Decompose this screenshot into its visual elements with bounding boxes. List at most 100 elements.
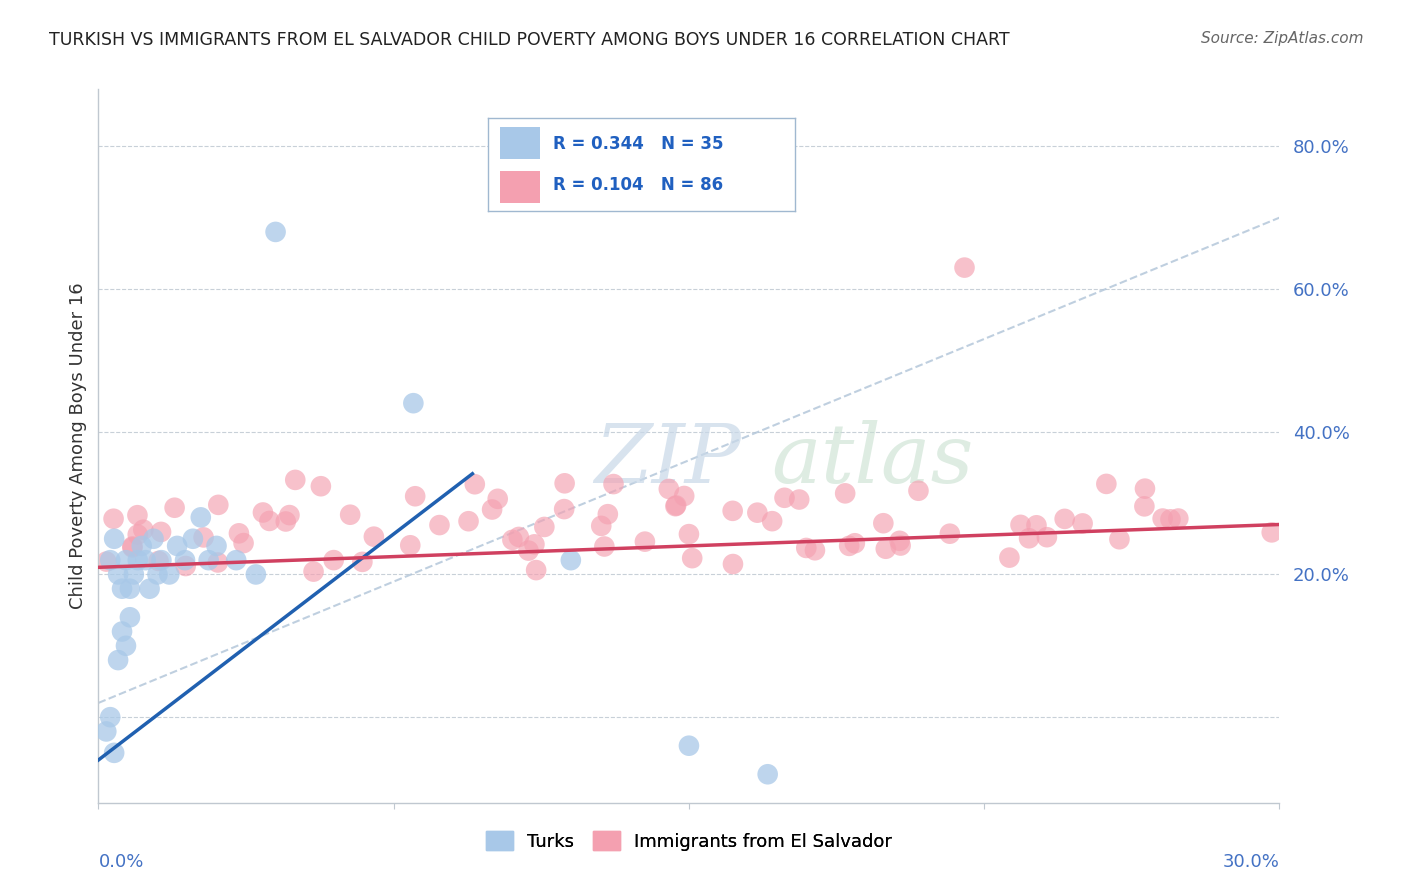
Point (721, 557, 744, 571)
Point (96, 555, 118, 569)
Point (939, 526, 962, 541)
Point (197, 553, 219, 567)
Point (181, 532, 204, 546)
Point (457, 514, 479, 528)
Point (1108, 533, 1130, 547)
Point (302, 565, 325, 579)
Text: atlas: atlas (772, 420, 974, 500)
Point (593, 540, 616, 554)
Point (339, 508, 361, 522)
Point (634, 534, 657, 549)
Point (834, 486, 856, 500)
Point (127, 553, 149, 567)
Point (523, 537, 546, 551)
Point (157, 567, 180, 582)
Point (111, 624, 134, 639)
Point (166, 539, 188, 553)
Point (1159, 512, 1181, 526)
Point (998, 550, 1021, 565)
Point (190, 510, 212, 524)
Point (404, 489, 426, 503)
Point (193, 530, 215, 544)
Point (111, 582, 134, 596)
Point (150, 524, 173, 539)
Point (560, 553, 582, 567)
Point (132, 523, 155, 537)
Point (1133, 482, 1156, 496)
Point (481, 502, 503, 516)
Point (756, 767, 779, 781)
Point (278, 508, 301, 522)
Point (127, 508, 149, 523)
Point (174, 559, 197, 574)
Point (773, 491, 796, 505)
Point (1025, 518, 1047, 533)
Point (553, 502, 575, 516)
Point (264, 225, 287, 239)
Point (259, 514, 281, 528)
Point (658, 482, 681, 496)
Point (174, 553, 197, 567)
Legend: Turks, Immigrants from El Salvador: Turks, Immigrants from El Salvador (478, 824, 900, 858)
Point (591, 519, 613, 533)
Point (602, 477, 624, 491)
Point (872, 516, 894, 531)
Text: 0.0%: 0.0% (98, 853, 143, 871)
Point (121, 540, 143, 554)
Point (486, 491, 509, 506)
Point (838, 539, 860, 553)
Point (1095, 476, 1118, 491)
Point (118, 610, 141, 624)
Point (284, 473, 307, 487)
Point (1053, 512, 1076, 526)
Point (232, 536, 254, 550)
Point (804, 543, 827, 558)
Point (118, 582, 141, 596)
Point (150, 553, 173, 567)
Text: 30.0%: 30.0% (1223, 853, 1279, 871)
Point (1018, 531, 1040, 545)
Point (429, 518, 451, 533)
Point (402, 396, 425, 410)
Point (146, 567, 169, 582)
Point (1133, 500, 1156, 514)
Point (121, 541, 143, 555)
Point (787, 492, 810, 507)
Point (103, 746, 125, 760)
Point (673, 489, 696, 503)
Point (665, 499, 688, 513)
Point (107, 567, 129, 582)
Point (844, 536, 866, 550)
Point (464, 477, 486, 491)
Point (245, 567, 267, 582)
Point (681, 551, 703, 566)
Point (533, 520, 555, 534)
Point (96, 724, 118, 739)
Point (103, 532, 125, 546)
Point (148, 554, 170, 568)
Point (163, 500, 186, 515)
Text: TURKISH VS IMMIGRANTS FROM EL SALVADOR CHILD POVERTY AMONG BOYS UNDER 16 CORRELA: TURKISH VS IMMIGRANTS FROM EL SALVADOR C… (49, 31, 1010, 49)
Point (352, 555, 374, 569)
Point (596, 507, 619, 521)
Point (142, 532, 165, 546)
Point (664, 499, 686, 513)
Point (363, 530, 385, 544)
Point (1036, 530, 1059, 544)
Point (274, 515, 297, 529)
Text: Source: ZipAtlas.com: Source: ZipAtlas.com (1201, 31, 1364, 46)
Point (794, 541, 817, 555)
Point (127, 527, 149, 541)
Point (135, 553, 157, 567)
Point (205, 539, 228, 553)
Point (115, 639, 138, 653)
Point (889, 533, 911, 548)
Point (721, 504, 744, 518)
Point (524, 563, 547, 577)
Point (399, 538, 422, 552)
Point (554, 476, 576, 491)
Y-axis label: Child Poverty Among Boys Under 16: Child Poverty Among Boys Under 16 (69, 283, 87, 609)
Point (890, 539, 912, 553)
Point (1010, 517, 1032, 532)
Point (225, 553, 247, 567)
